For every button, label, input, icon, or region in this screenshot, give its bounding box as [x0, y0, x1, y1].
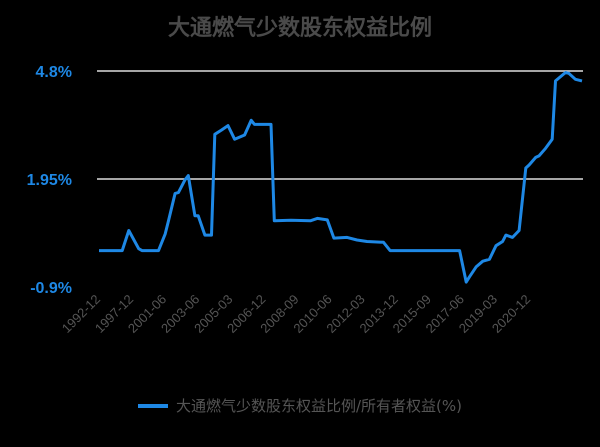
y-tick-label: 1.95% — [27, 172, 72, 189]
y-tick-label: -0.9% — [30, 280, 72, 297]
legend: 大通燃气少数股东权益比例/所有者权益(%) — [0, 395, 600, 416]
legend-label: 大通燃气少数股东权益比例/所有者权益(%) — [175, 397, 462, 415]
legend-swatch — [137, 403, 168, 408]
y-tick-label: 4.8% — [36, 64, 72, 81]
series-line — [99, 71, 583, 284]
chart-title: 大通燃气少数股东权益比例 — [167, 16, 432, 41]
